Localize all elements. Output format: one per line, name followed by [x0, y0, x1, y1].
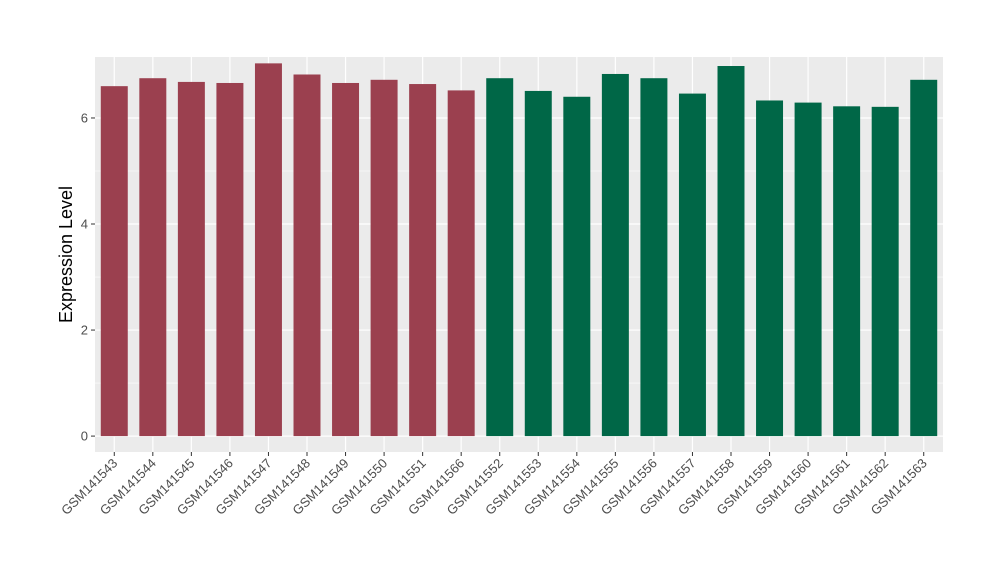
- bar-GSM141551: [409, 84, 437, 437]
- bar-GSM141553: [524, 90, 552, 437]
- bar-GSM141548: [293, 74, 321, 437]
- bar-GSM141557: [678, 93, 706, 437]
- y-tick-label: 6: [81, 110, 88, 125]
- bar-GSM141558: [717, 66, 745, 437]
- bar-GSM141544: [139, 78, 167, 437]
- bar-GSM141550: [370, 79, 398, 437]
- x-axis: GSM141543GSM141544GSM141545GSM141546GSM1…: [58, 452, 930, 518]
- bar-GSM141543: [100, 86, 128, 437]
- y-axis-title: Expression Level: [56, 186, 76, 323]
- bar-GSM141545: [177, 81, 205, 437]
- bar-GSM141556: [640, 78, 668, 437]
- bar-GSM141566: [447, 90, 475, 437]
- bar-GSM141554: [563, 96, 591, 437]
- y-tick-label: 2: [81, 323, 88, 338]
- bar-GSM141555: [601, 73, 629, 437]
- y-tick-label: 4: [81, 217, 88, 232]
- bar-GSM141547: [254, 63, 282, 437]
- bar-GSM141552: [486, 78, 514, 437]
- y-tick-label: 0: [81, 429, 88, 444]
- bar-GSM141546: [216, 82, 244, 437]
- bar-GSM141560: [794, 102, 822, 437]
- bar-GSM141562: [871, 106, 899, 437]
- bar-GSM141559: [756, 100, 784, 437]
- bar-GSM141549: [332, 82, 360, 437]
- bar-GSM141561: [833, 106, 861, 437]
- bars-layer: [100, 63, 938, 437]
- bar-GSM141563: [910, 79, 938, 437]
- y-axis: 0 2 4 6: [81, 110, 95, 444]
